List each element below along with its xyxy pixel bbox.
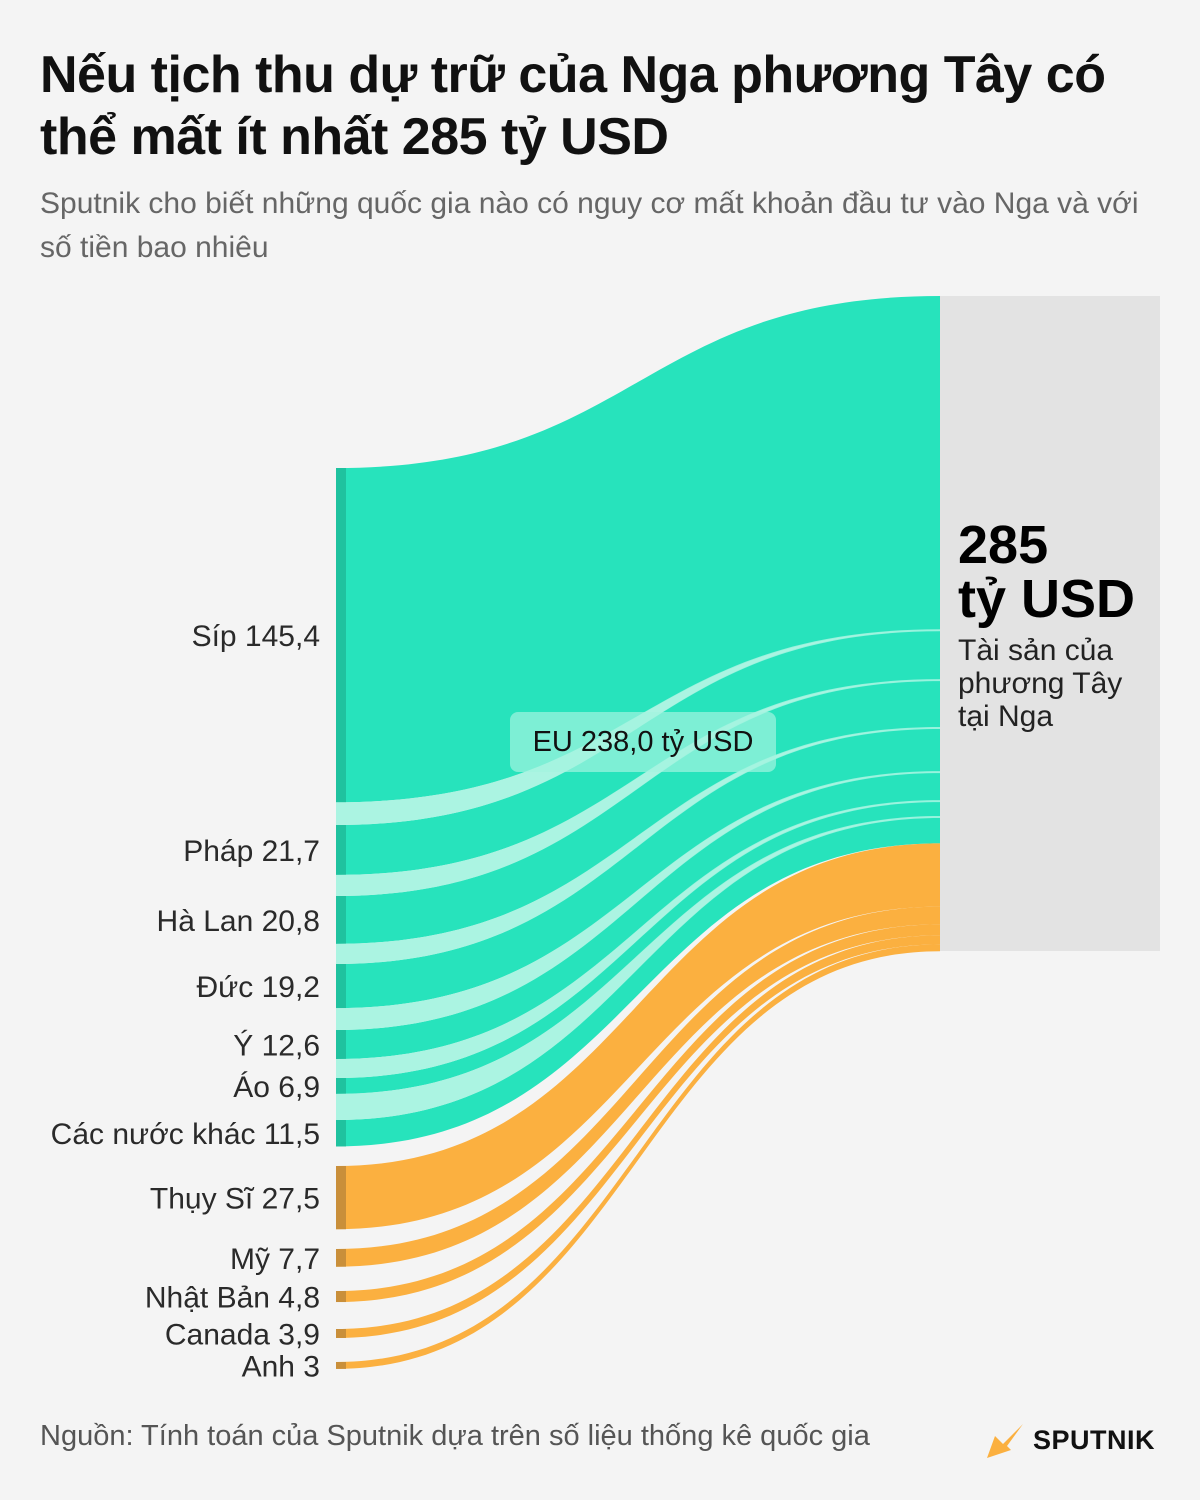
total-block: 285 tỷ USD Tài sản của phương Tây tại Ng…	[958, 515, 1135, 733]
node-bar	[336, 468, 346, 803]
brand-name: SPUTNIK	[1033, 1424, 1156, 1455]
node-label: Síp 145,4	[192, 620, 320, 653]
node-label: Anh 3	[242, 1350, 320, 1383]
node-bar	[336, 896, 346, 944]
total-desc-line-1: Tài sản của	[958, 634, 1113, 667]
node-label: Nhật Bản 4,8	[145, 1282, 320, 1315]
flow-gap-highlight	[336, 679, 940, 896]
page-title: Nếu tịch thu dự trữ của Nga phương Tây c…	[40, 46, 1106, 166]
node-bar	[336, 1120, 346, 1147]
total-unit: tỷ USD	[958, 569, 1135, 629]
flow-canada	[336, 935, 940, 1338]
node-label: Thụy Sĩ 27,5	[150, 1183, 320, 1216]
node-label: Áo 6,9	[233, 1071, 320, 1104]
target-bar	[940, 296, 1160, 951]
node-label: Mỹ 7,7	[230, 1243, 320, 1276]
node-bar	[336, 1362, 346, 1369]
flow-síp	[336, 296, 940, 803]
node-bar	[336, 1030, 346, 1059]
eu-group-label: EU 238,0 tỷ USD	[510, 712, 776, 772]
flow-thụy-sĩ	[336, 843, 940, 1230]
flow-các-nước-khác	[336, 816, 940, 1147]
flow-đức	[336, 727, 940, 1009]
sputnik-arrow-icon	[987, 1424, 1023, 1458]
node-label: Ý 12,6	[233, 1029, 320, 1062]
total-desc-line-3: tại Nga	[958, 700, 1053, 733]
flow-anh	[336, 944, 940, 1369]
page-subtitle: Sputnik cho biết những quốc gia nào có n…	[40, 187, 1139, 264]
flow-áo	[336, 801, 940, 1094]
node-label: Đức 19,2	[197, 971, 320, 1004]
flow-hà-lan	[336, 680, 940, 944]
node-bar	[336, 1078, 346, 1094]
flow-gap-highlight	[336, 726, 940, 964]
eu-label-box	[510, 712, 776, 772]
labels-layer: Síp 145,4 Pháp 21,7 Hà Lan 20,8 Đức 19,2 Ý 1…	[51, 620, 320, 1383]
node-bar	[336, 825, 346, 875]
node-bar	[336, 1291, 346, 1303]
flow-gap-highlight	[336, 800, 940, 1078]
flow-gap-highlight	[336, 815, 940, 1120]
sputnik-logo: SPUTNIK	[985, 1420, 1155, 1460]
eu-label-text: EU 238,0 tỷ USD	[533, 726, 754, 758]
total-desc-line-2: phương Tây	[958, 667, 1122, 700]
flow-mỹ	[336, 906, 940, 1267]
node-label: Pháp 21,7	[183, 835, 320, 868]
flow-nhật-bản	[336, 924, 940, 1303]
flow-gap-highlight	[336, 771, 940, 1030]
node-label: Canada 3,9	[165, 1318, 320, 1351]
node-bar	[336, 964, 346, 1009]
node-label: Hà Lan 20,8	[157, 905, 320, 938]
source-note: Nguồn: Tính toán của Sputnik dựa trên số…	[40, 1420, 870, 1452]
node-bar	[336, 1166, 346, 1230]
node-label: Các nước khác 11,5	[51, 1118, 320, 1151]
flows-layer	[336, 296, 940, 1369]
node-bar	[336, 1249, 346, 1267]
total-value: 285	[958, 515, 1048, 575]
flow-ý	[336, 772, 940, 1059]
node-bar	[336, 1329, 346, 1338]
